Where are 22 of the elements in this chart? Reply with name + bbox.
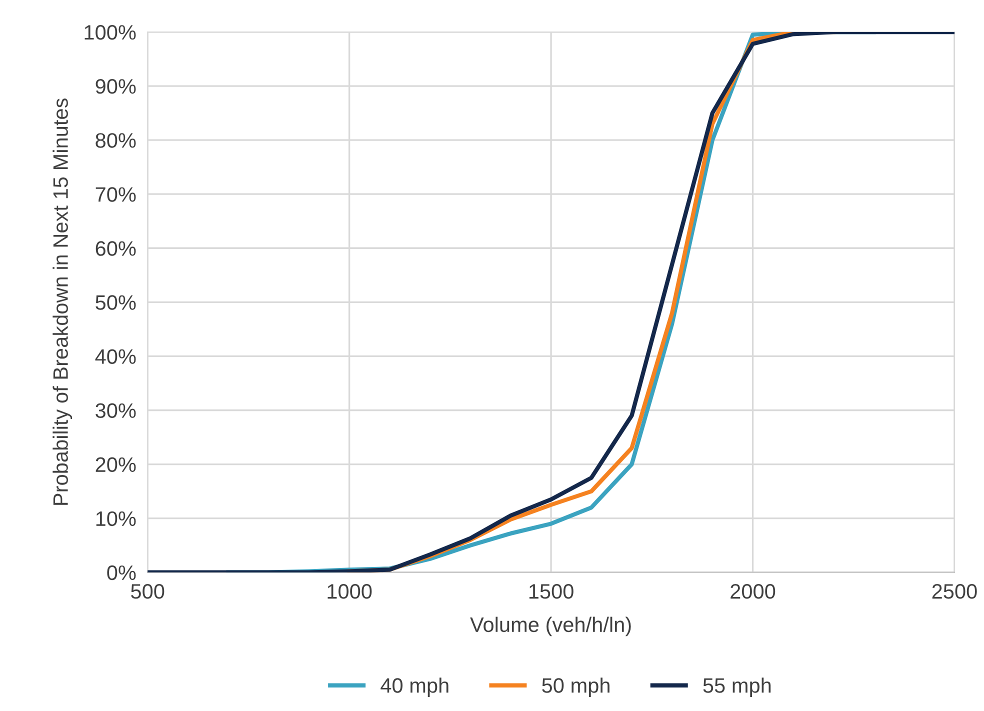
y-tick-label: 60% — [96, 241, 136, 256]
y-tick-label: 30% — [96, 403, 136, 418]
y-tick-label: 10% — [96, 511, 136, 526]
y-tick-label: 90% — [96, 79, 136, 94]
y-tick-label: 0% — [107, 565, 136, 580]
y-tick-label: 80% — [96, 133, 136, 148]
y-tick-label: 50% — [96, 295, 136, 310]
line-series — [148, 32, 954, 572]
y-tick-label: 100% — [84, 24, 136, 40]
x-tick-label: 1000 — [328, 584, 372, 599]
legend-label: 55 mph — [703, 678, 771, 697]
y-tick-label: 70% — [96, 187, 136, 202]
legend-label: 40 mph — [380, 678, 448, 697]
y-axis-title: Probability of Breakdown in Next 15 Minutes — [52, 98, 72, 505]
y-tick-label: 40% — [95, 349, 136, 364]
x-axis-title: Volume (veh/h/ln) — [470, 616, 631, 636]
x-tick-label: 2000 — [730, 584, 776, 599]
x-tick-label: 1500 — [529, 584, 574, 599]
x-tick-label: 2500 — [932, 584, 977, 599]
legend-label: 50 mph — [542, 678, 610, 697]
y-tick-label: 20% — [96, 457, 136, 472]
x-tick-label: 500 — [131, 584, 164, 599]
